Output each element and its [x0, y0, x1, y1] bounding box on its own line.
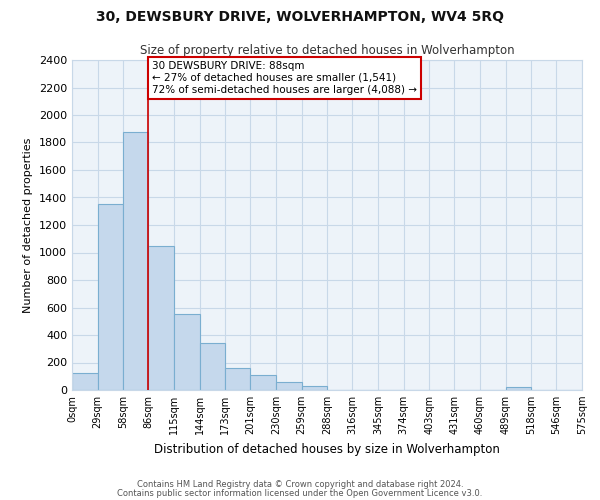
Bar [250, 375, 276, 390]
Bar [200, 343, 226, 390]
Bar [98, 204, 124, 390]
Text: 30 DEWSBURY DRIVE: 88sqm
← 27% of detached houses are smaller (1,541)
72% of sem: 30 DEWSBURY DRIVE: 88sqm ← 27% of detach… [152, 62, 417, 94]
Text: 30, DEWSBURY DRIVE, WOLVERHAMPTON, WV4 5RQ: 30, DEWSBURY DRIVE, WOLVERHAMPTON, WV4 5… [96, 10, 504, 24]
Bar [506, 387, 532, 390]
Bar [124, 132, 148, 390]
Bar [302, 386, 328, 390]
Bar [276, 382, 302, 390]
Text: Contains public sector information licensed under the Open Government Licence v3: Contains public sector information licen… [118, 489, 482, 498]
Y-axis label: Number of detached properties: Number of detached properties [23, 138, 34, 312]
Bar [174, 314, 200, 390]
Text: Contains HM Land Registry data © Crown copyright and database right 2024.: Contains HM Land Registry data © Crown c… [137, 480, 463, 489]
Bar [226, 368, 250, 390]
X-axis label: Distribution of detached houses by size in Wolverhampton: Distribution of detached houses by size … [154, 442, 500, 456]
Bar [72, 373, 98, 390]
Bar [148, 246, 174, 390]
Title: Size of property relative to detached houses in Wolverhampton: Size of property relative to detached ho… [140, 44, 514, 58]
